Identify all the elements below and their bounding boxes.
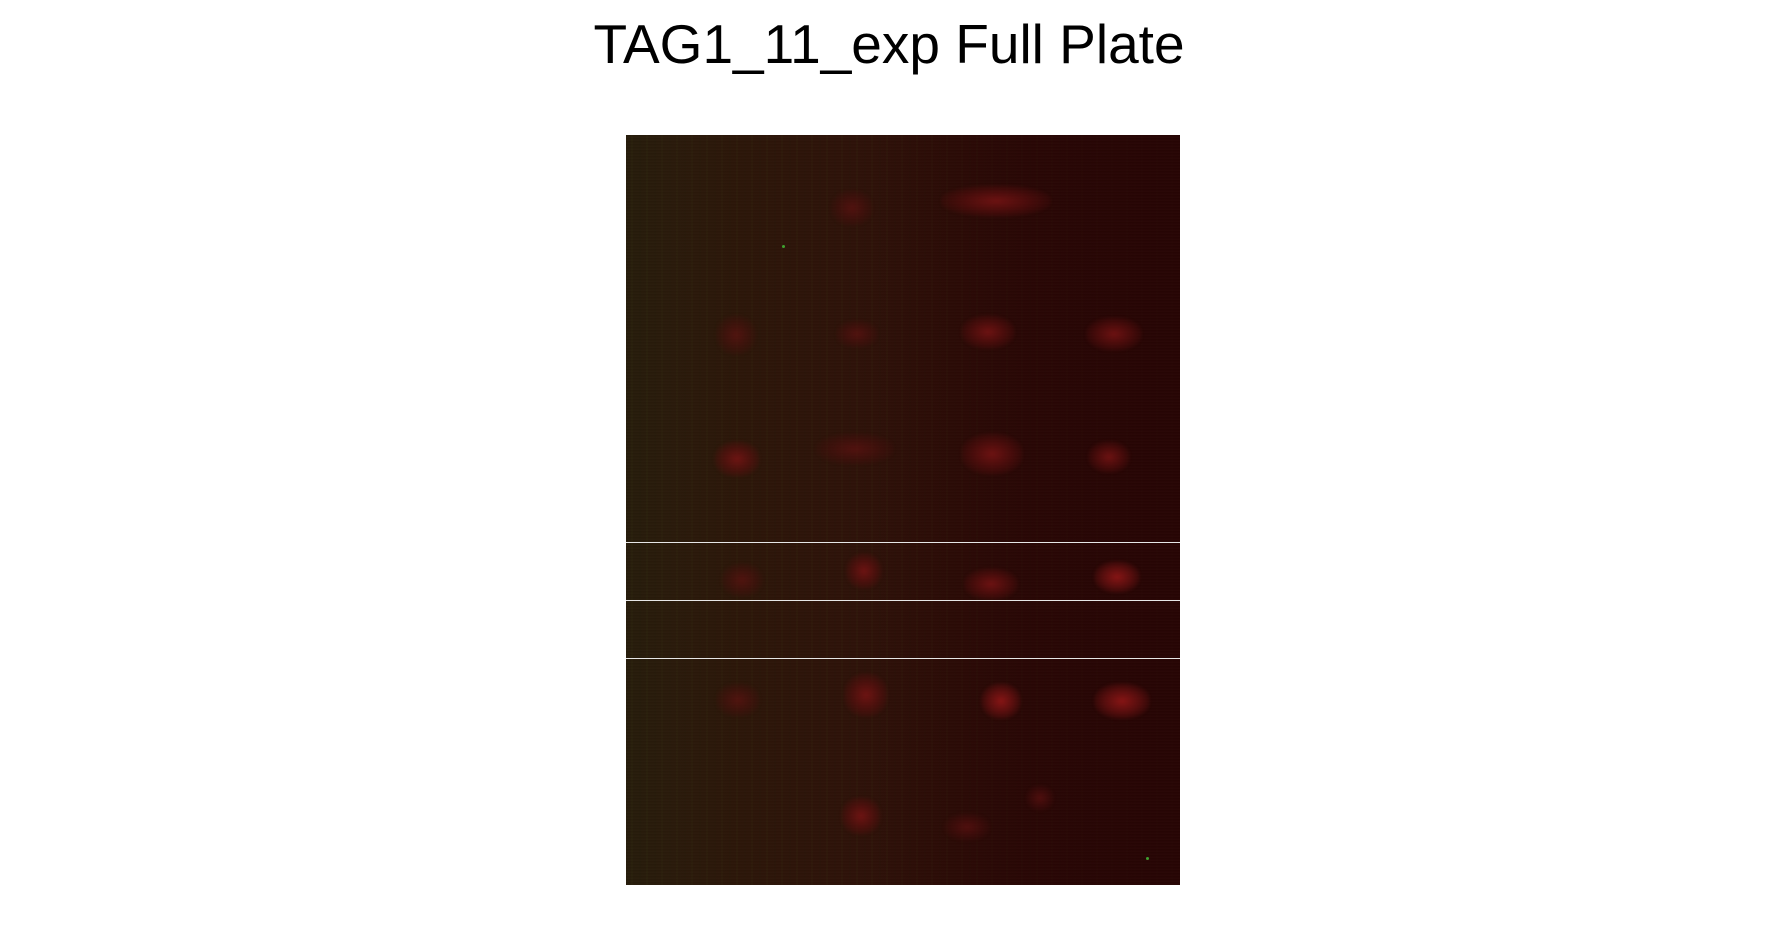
plate-noise [626, 135, 1180, 885]
plate-spot [981, 683, 1021, 719]
plate-spot [836, 320, 878, 348]
band-separator [626, 658, 1180, 659]
plate-spot [721, 563, 763, 597]
plate-spot [1026, 785, 1054, 811]
page-title: TAG1_11_exp Full Plate [593, 13, 1185, 75]
plate-streaks-fade [626, 135, 1180, 885]
band-separator [626, 600, 1180, 601]
plate-spot [716, 315, 756, 355]
plate-spot [961, 315, 1015, 349]
plate-spot [816, 433, 894, 465]
plate-spot [941, 185, 1051, 217]
plate-spot [846, 553, 882, 589]
plate-spot [1094, 561, 1140, 593]
band-separator [626, 542, 1180, 543]
plate-spot [831, 190, 873, 226]
green-speck [1146, 857, 1149, 860]
plate-spot [944, 813, 990, 841]
green-speck [782, 245, 785, 248]
plate-spot [1086, 317, 1142, 351]
plate-image [626, 135, 1180, 885]
plate-spot [841, 797, 881, 835]
plate-spot [716, 683, 760, 717]
plate-spot [714, 441, 760, 477]
plate-spot [844, 673, 888, 717]
plate-spot [961, 433, 1023, 475]
plate-spot [1088, 441, 1130, 473]
plate-spot [964, 568, 1018, 600]
plate-spot [1094, 683, 1150, 719]
